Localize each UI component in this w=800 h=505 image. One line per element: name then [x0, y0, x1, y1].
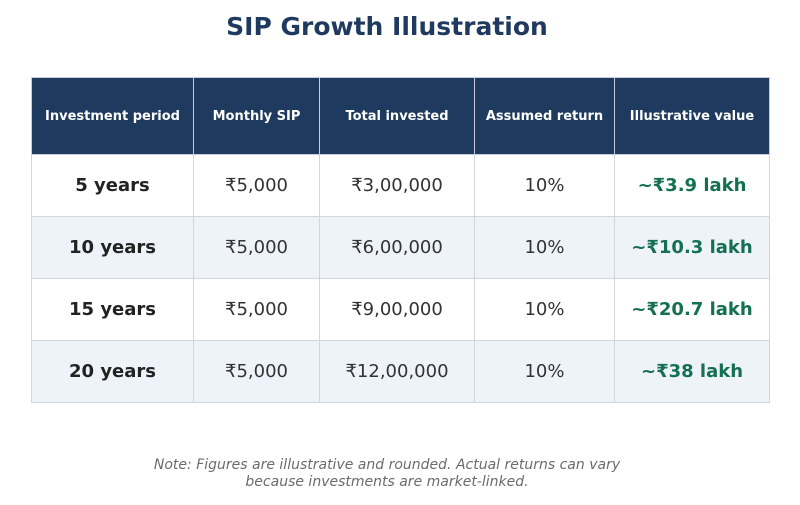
- assumed-return-cell: 10%: [474, 216, 615, 279]
- period-cell: 10 years: [31, 216, 194, 279]
- column-header-illustrative-value: Illustrative value: [614, 77, 770, 155]
- column-header-investment-period: Investment period: [31, 77, 194, 155]
- sip-growth-table: Investment period Monthly SIP Total inve…: [31, 77, 770, 403]
- table-row: 10 years ₹5,000 ₹6,00,000 10% ~₹10.3 lak…: [31, 216, 770, 279]
- assumed-return-cell: 10%: [474, 278, 615, 341]
- period-cell: 15 years: [31, 278, 194, 341]
- period-cell: 20 years: [31, 340, 194, 403]
- illustrative-value-cell: ~₹38 lakh: [614, 340, 770, 403]
- table-row: 20 years ₹5,000 ₹12,00,000 10% ~₹38 lakh: [31, 340, 770, 403]
- total-invested-cell: ₹3,00,000: [319, 154, 475, 217]
- monthly-sip-cell: ₹5,000: [193, 340, 320, 403]
- monthly-sip-cell: ₹5,000: [193, 278, 320, 341]
- footnote-line: Note: Figures are illustrative and round…: [153, 457, 621, 473]
- monthly-sip-cell: ₹5,000: [193, 216, 320, 279]
- table-row: 5 years ₹5,000 ₹3,00,000 10% ~₹3.9 lakh: [31, 154, 770, 217]
- illustrative-value-cell: ~₹10.3 lakh: [614, 216, 770, 279]
- footnote: Note: Figures are illustrative and round…: [0, 457, 774, 491]
- illustrative-value-cell: ~₹20.7 lakh: [614, 278, 770, 341]
- total-invested-cell: ₹12,00,000: [319, 340, 475, 403]
- illustrative-value-cell: ~₹3.9 lakh: [614, 154, 770, 217]
- footnote-line: because investments are market-linked.: [245, 474, 529, 490]
- monthly-sip-cell: ₹5,000: [193, 154, 320, 217]
- table-header-row: Investment period Monthly SIP Total inve…: [31, 77, 770, 155]
- column-header-assumed-return: Assumed return: [474, 77, 615, 155]
- assumed-return-cell: 10%: [474, 154, 615, 217]
- column-header-total-invested: Total invested: [319, 77, 475, 155]
- total-invested-cell: ₹9,00,000: [319, 278, 475, 341]
- period-cell: 5 years: [31, 154, 194, 217]
- assumed-return-cell: 10%: [474, 340, 615, 403]
- page-title: SIP Growth Illustration: [226, 12, 548, 41]
- total-invested-cell: ₹6,00,000: [319, 216, 475, 279]
- column-header-monthly-sip: Monthly SIP: [193, 77, 320, 155]
- table-row: 15 years ₹5,000 ₹9,00,000 10% ~₹20.7 lak…: [31, 278, 770, 341]
